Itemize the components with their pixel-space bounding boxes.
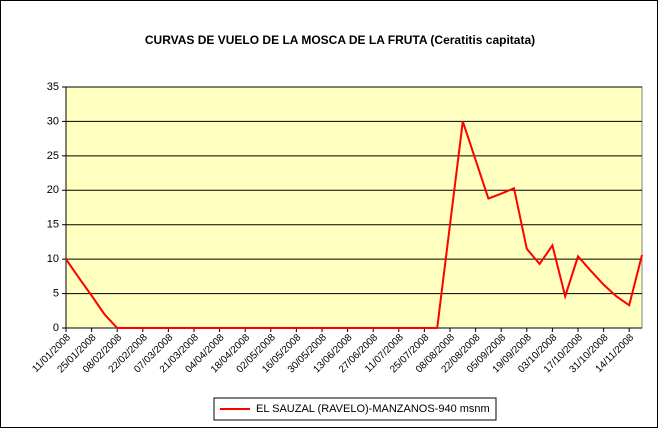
y-tick-label: 15 (47, 219, 59, 231)
y-tick-label: 30 (47, 115, 59, 127)
legend-label: EL SAUZAL (RAVELO)-MANZANOS-940 msnm (256, 403, 490, 415)
y-tick-label: 25 (47, 150, 59, 162)
y-tick-label: 5 (53, 287, 59, 299)
chart-title: CURVAS DE VUELO DE LA MOSCA DE LA FRUTA … (145, 33, 535, 47)
y-tick-label: 10 (47, 253, 59, 265)
plot-area (65, 86, 643, 329)
y-tick-label: 35 (47, 81, 59, 93)
legend-box (213, 397, 497, 421)
legend: EL SAUZAL (RAVELO)-MANZANOS-940 msnm (213, 397, 497, 421)
data-line (65, 121, 643, 329)
y-tick-label: 0 (53, 322, 59, 334)
y-tick-label: 20 (47, 184, 59, 196)
